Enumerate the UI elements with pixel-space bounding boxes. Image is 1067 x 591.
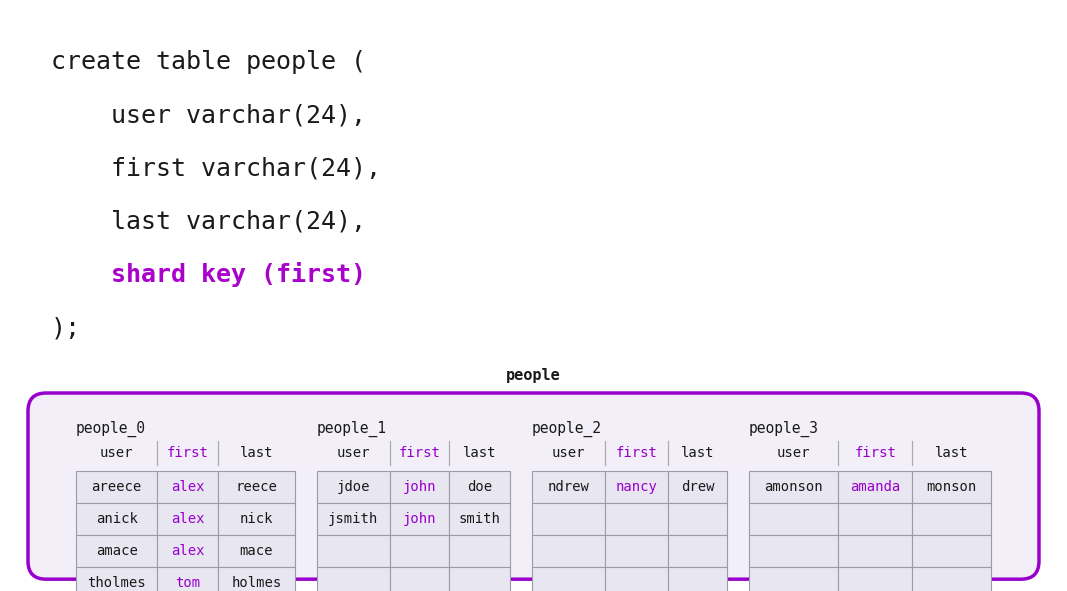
Bar (219, 567, 294, 591)
Bar (668, 471, 727, 503)
Text: holmes: holmes (232, 576, 282, 590)
Bar (76, 567, 157, 591)
Text: last: last (935, 446, 968, 460)
Bar (317, 503, 389, 535)
Bar (76, 503, 157, 535)
Text: ndrew: ndrew (547, 480, 589, 494)
Bar (531, 535, 605, 567)
Text: tom: tom (175, 576, 201, 590)
Text: first varchar(24),: first varchar(24), (51, 157, 381, 180)
Text: people_0: people_0 (76, 421, 146, 437)
Bar (911, 535, 991, 567)
Text: mace: mace (240, 544, 273, 558)
Bar (389, 567, 449, 591)
Bar (157, 567, 219, 591)
Text: jdoe: jdoe (336, 480, 370, 494)
Text: last: last (240, 446, 273, 460)
Bar (76, 535, 157, 567)
Text: amonson: amonson (764, 480, 823, 494)
Bar (531, 503, 605, 535)
Bar (605, 503, 668, 535)
Text: user: user (777, 446, 811, 460)
Bar (389, 503, 449, 535)
Text: last varchar(24),: last varchar(24), (51, 210, 366, 233)
Text: people_1: people_1 (317, 421, 386, 437)
Bar (389, 471, 449, 503)
Bar (605, 471, 668, 503)
Text: alex: alex (171, 512, 205, 526)
Bar (839, 471, 911, 503)
Text: first: first (616, 446, 657, 460)
Text: tholmes: tholmes (87, 576, 146, 590)
Bar (749, 471, 839, 503)
Text: doe: doe (466, 480, 492, 494)
Text: alex: alex (171, 544, 205, 558)
Text: monson: monson (926, 480, 976, 494)
Text: user: user (336, 446, 370, 460)
Text: jsmith: jsmith (328, 512, 379, 526)
Bar (157, 535, 219, 567)
Text: areece: areece (92, 480, 142, 494)
Text: anick: anick (96, 512, 138, 526)
Bar (389, 535, 449, 567)
Bar (157, 471, 219, 503)
Bar (749, 503, 839, 535)
Bar (668, 535, 727, 567)
Text: nick: nick (240, 512, 273, 526)
Bar (449, 567, 510, 591)
Bar (449, 503, 510, 535)
Bar (449, 471, 510, 503)
Text: first: first (398, 446, 441, 460)
Bar (76, 471, 157, 503)
Bar (911, 567, 991, 591)
Text: people_3: people_3 (749, 421, 819, 437)
Text: );: ); (51, 316, 81, 340)
Bar (668, 503, 727, 535)
Text: shard key (first): shard key (first) (51, 262, 366, 287)
Bar (911, 503, 991, 535)
Bar (219, 535, 294, 567)
Bar (839, 503, 911, 535)
Bar (531, 471, 605, 503)
Text: reece: reece (236, 480, 277, 494)
Text: john: john (402, 480, 436, 494)
Bar (605, 535, 668, 567)
Text: amace: amace (96, 544, 138, 558)
Bar (449, 535, 510, 567)
Text: nancy: nancy (616, 480, 657, 494)
Bar (219, 471, 294, 503)
Bar (219, 503, 294, 535)
Text: smith: smith (459, 512, 500, 526)
Text: people: people (506, 368, 561, 383)
Bar (531, 567, 605, 591)
Text: drew: drew (681, 480, 714, 494)
Bar (749, 567, 839, 591)
Bar (839, 567, 911, 591)
Text: user varchar(24),: user varchar(24), (51, 103, 366, 127)
Text: amanda: amanda (850, 480, 901, 494)
Bar (605, 567, 668, 591)
Bar (317, 567, 389, 591)
Text: people_2: people_2 (531, 421, 602, 437)
Text: alex: alex (171, 480, 205, 494)
Text: john: john (402, 512, 436, 526)
Bar (317, 535, 389, 567)
Text: create table people (: create table people ( (51, 50, 366, 74)
Text: last: last (681, 446, 714, 460)
Bar (668, 567, 727, 591)
Text: first: first (855, 446, 896, 460)
Text: user: user (100, 446, 133, 460)
Text: user: user (552, 446, 585, 460)
Bar (157, 503, 219, 535)
Text: first: first (166, 446, 209, 460)
Bar (911, 471, 991, 503)
Bar (317, 471, 389, 503)
Bar (749, 535, 839, 567)
Text: last: last (462, 446, 496, 460)
Bar (839, 535, 911, 567)
FancyBboxPatch shape (28, 393, 1039, 579)
